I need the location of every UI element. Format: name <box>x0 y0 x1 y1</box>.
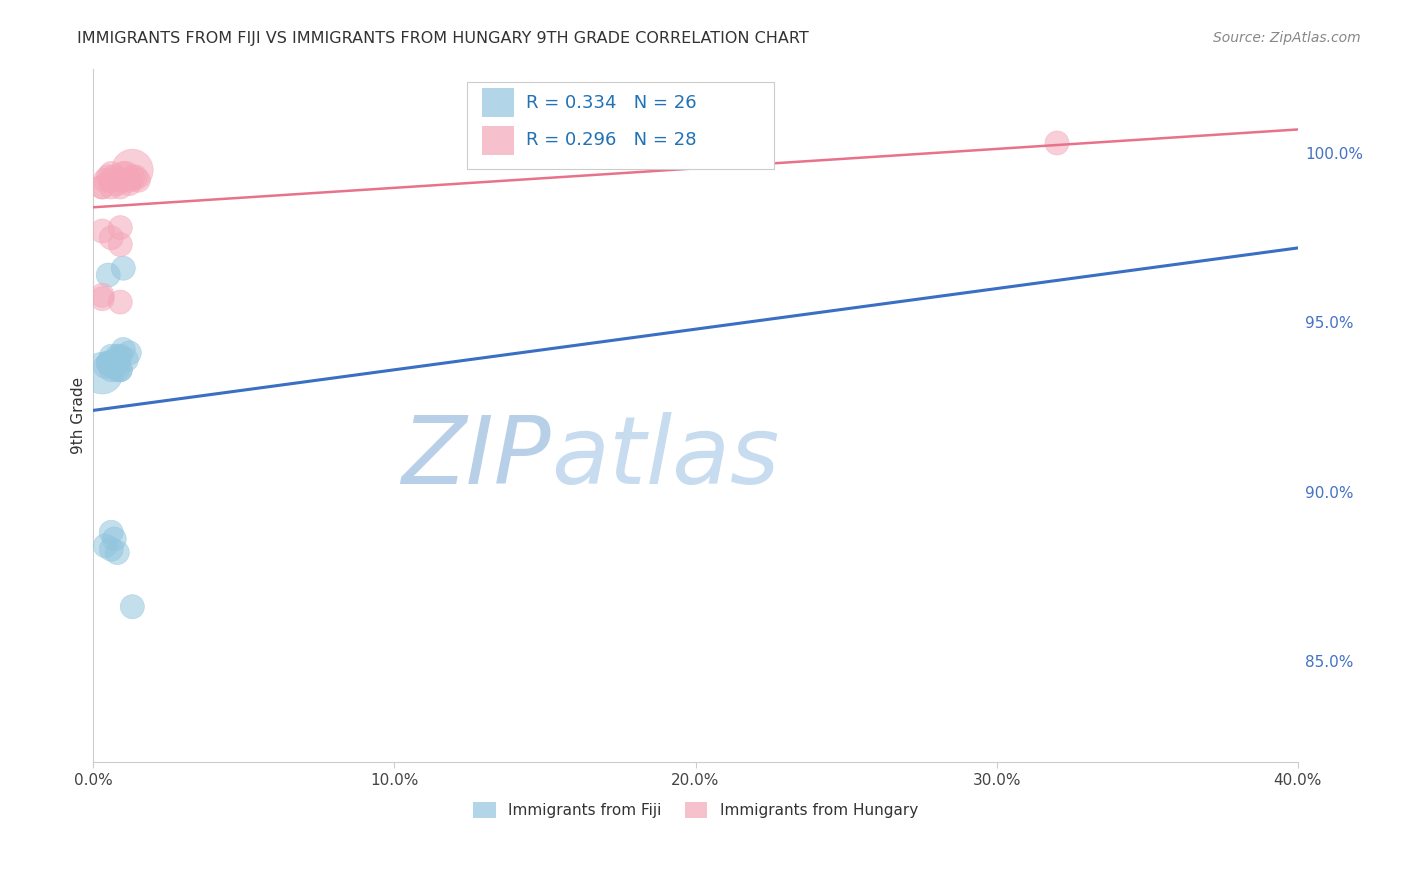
FancyBboxPatch shape <box>482 88 513 117</box>
Point <box>94 359 117 374</box>
Point <box>121 163 143 178</box>
Point <box>100 180 122 194</box>
Point <box>110 295 132 310</box>
Point <box>100 231 122 245</box>
FancyBboxPatch shape <box>467 82 773 169</box>
Point <box>121 169 143 184</box>
Point <box>118 346 141 360</box>
Point <box>110 173 132 187</box>
Point <box>100 173 122 187</box>
Point <box>91 180 114 194</box>
Text: R = 0.334   N = 26: R = 0.334 N = 26 <box>526 94 696 112</box>
Text: ZIP: ZIP <box>401 411 551 502</box>
Point <box>91 366 114 380</box>
Y-axis label: 9th Grade: 9th Grade <box>72 377 86 454</box>
Point <box>100 363 122 377</box>
FancyBboxPatch shape <box>482 126 513 155</box>
Text: IMMIGRANTS FROM FIJI VS IMMIGRANTS FROM HUNGARY 9TH GRADE CORRELATION CHART: IMMIGRANTS FROM FIJI VS IMMIGRANTS FROM … <box>77 31 808 46</box>
Point <box>112 261 135 276</box>
Point <box>100 525 122 540</box>
Point <box>103 359 125 374</box>
Point <box>103 359 125 374</box>
Point <box>110 349 132 363</box>
Legend: Immigrants from Fiji, Immigrants from Hungary: Immigrants from Fiji, Immigrants from Hu… <box>467 796 924 824</box>
Point <box>91 288 114 302</box>
Point <box>121 599 143 614</box>
Point <box>118 177 141 191</box>
Text: Source: ZipAtlas.com: Source: ZipAtlas.com <box>1213 31 1361 45</box>
Point <box>103 169 125 184</box>
Point <box>105 545 128 559</box>
Point <box>110 363 132 377</box>
Point <box>100 542 122 557</box>
Point <box>110 237 132 252</box>
Point <box>105 349 128 363</box>
Point <box>97 169 120 184</box>
Point <box>105 352 128 367</box>
Point <box>124 169 146 184</box>
Point <box>91 224 114 238</box>
Point <box>103 532 125 546</box>
Point <box>91 180 114 194</box>
Point <box>118 173 141 187</box>
Point <box>97 356 120 370</box>
Point <box>94 173 117 187</box>
Point <box>112 343 135 357</box>
Point <box>94 539 117 553</box>
Point <box>110 173 132 187</box>
Point <box>105 363 128 377</box>
Point <box>91 292 114 306</box>
Point <box>105 177 128 191</box>
Point <box>100 349 122 363</box>
Point <box>127 173 149 187</box>
Point <box>110 180 132 194</box>
Point <box>100 166 122 180</box>
Point <box>112 166 135 180</box>
Point <box>115 352 138 367</box>
Point <box>103 356 125 370</box>
Point <box>97 268 120 282</box>
Text: R = 0.296   N = 28: R = 0.296 N = 28 <box>526 131 696 149</box>
Point <box>115 166 138 180</box>
Point <box>1046 136 1069 150</box>
Point <box>110 220 132 235</box>
Text: atlas: atlas <box>551 411 779 502</box>
Point <box>110 363 132 377</box>
Point <box>97 356 120 370</box>
